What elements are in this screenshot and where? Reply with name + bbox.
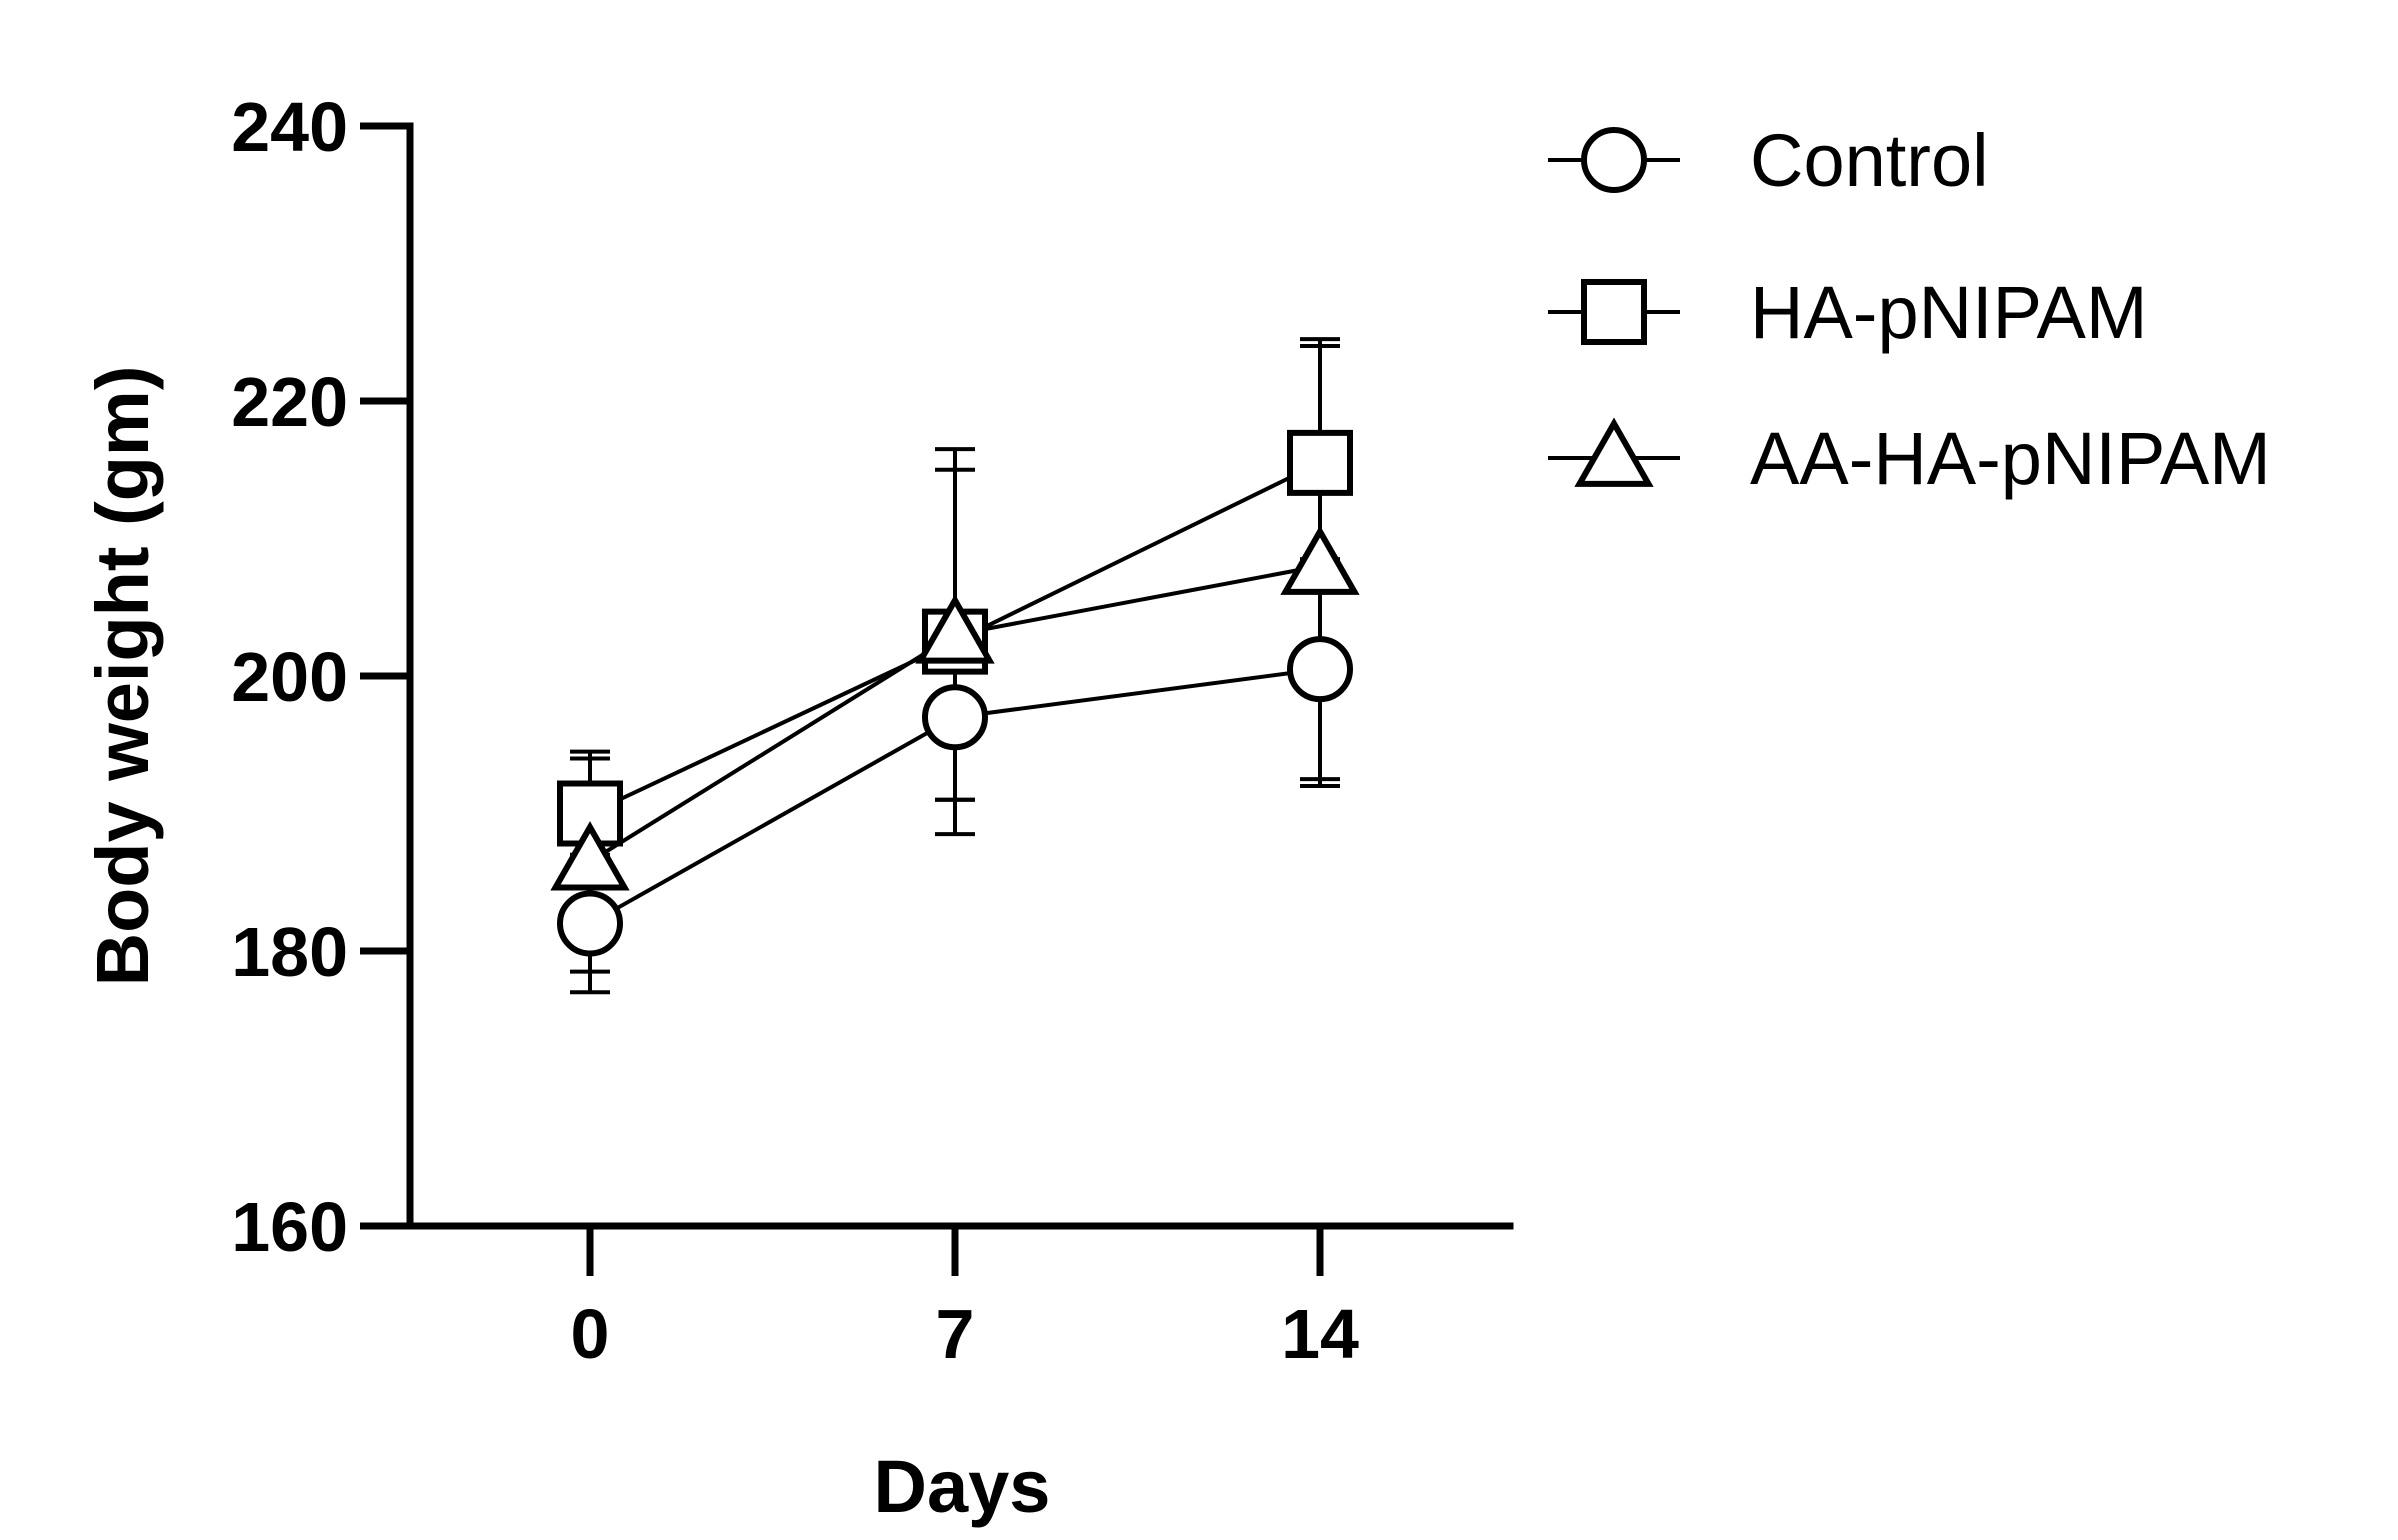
legend-marker-triangle xyxy=(1574,417,1654,487)
data-point-square xyxy=(1287,429,1353,496)
legend-marker-circle xyxy=(1581,127,1647,193)
x-tick-label: 0 xyxy=(571,1295,610,1373)
y-tick-label: 180 xyxy=(231,913,348,991)
y-axis-title: Body weight (gm) xyxy=(81,366,164,987)
legend-item: HA-pNIPAM xyxy=(1548,271,2147,354)
data-point-circle xyxy=(922,684,988,751)
legend-label: Control xyxy=(1750,119,1989,202)
x-tick-label: 7 xyxy=(936,1295,975,1373)
data-point-triangle xyxy=(915,594,995,664)
y-tick-label: 200 xyxy=(231,638,348,716)
legend-item: AA-HA-pNIPAM xyxy=(1548,417,2271,500)
data-point-circle xyxy=(557,890,623,957)
data-point-circle xyxy=(1287,636,1353,703)
legend-item: Control xyxy=(1548,119,1989,202)
legend-label: HA-pNIPAM xyxy=(1750,271,2147,354)
y-tick-label: 220 xyxy=(231,363,348,441)
chart-axes: 160 180 200 220 240 0 7 14 Days Body weight (gm) xyxy=(81,88,1514,1528)
legend-marker-square xyxy=(1581,279,1647,345)
legend-label: AA-HA-pNIPAM xyxy=(1750,417,2271,500)
data-point-triangle xyxy=(550,821,630,891)
data-point-triangle xyxy=(1280,525,1360,595)
x-axis-title: Days xyxy=(874,1445,1051,1528)
y-tick-label: 160 xyxy=(231,1188,348,1266)
y-tick-label: 240 xyxy=(231,88,348,166)
series-layer xyxy=(550,337,1360,995)
legend: Control HA-pNIPAM AA-HA-pNIPAM xyxy=(1548,119,2271,500)
x-tick-label: 14 xyxy=(1281,1295,1359,1373)
